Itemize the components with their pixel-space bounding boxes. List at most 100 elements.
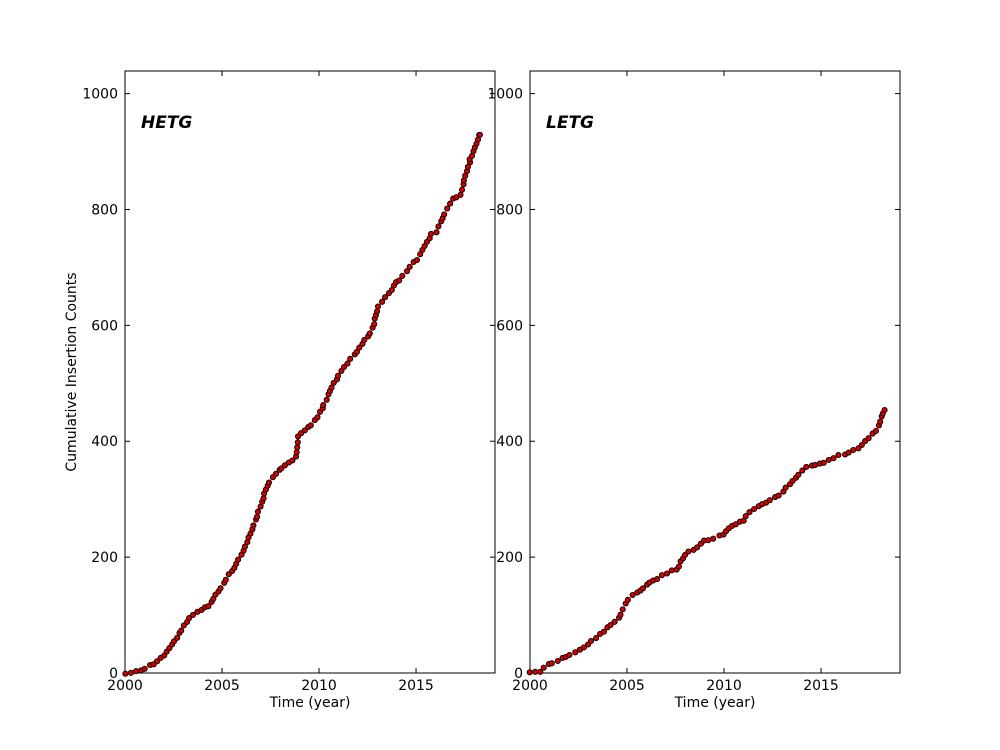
data-point	[458, 186, 466, 193]
x-tick-label: 2000	[512, 678, 548, 694]
data-point	[799, 467, 806, 474]
data-point	[732, 521, 739, 528]
data-point	[122, 670, 129, 677]
axes-frame	[124, 70, 496, 674]
y-tick-label: 200	[496, 550, 523, 566]
data-point	[668, 567, 675, 574]
data-point	[307, 422, 314, 429]
hetg-panel-label: HETG	[141, 113, 193, 133]
data-point	[222, 576, 229, 583]
data-point	[178, 627, 185, 634]
hetg-axes: 2000 2005 2010 2015 0 200 400 600 800 1000	[82, 70, 496, 694]
data-point	[379, 298, 386, 305]
data-point	[835, 451, 842, 459]
data-point	[705, 537, 712, 544]
data-point	[154, 658, 161, 665]
data-point	[250, 522, 257, 529]
y-tick-label: 0	[109, 666, 118, 682]
data-point	[742, 513, 749, 520]
data-point	[127, 669, 134, 676]
y-tick-label: 400	[91, 434, 118, 450]
data-point	[607, 621, 614, 629]
data-point	[619, 606, 626, 613]
data-point	[803, 463, 810, 470]
data-point	[629, 591, 636, 599]
data-point	[314, 414, 321, 421]
data-point	[654, 576, 661, 583]
data-point	[254, 508, 261, 515]
data-point	[580, 644, 587, 651]
data-point	[427, 230, 435, 237]
data-point	[396, 277, 403, 284]
data-point	[399, 272, 406, 279]
data-point	[850, 446, 857, 454]
letg-points	[526, 406, 888, 676]
data-point	[444, 205, 451, 212]
data-point	[205, 603, 212, 610]
data-point	[820, 459, 827, 466]
x-tick-label: 2010	[301, 678, 337, 694]
data-point	[587, 637, 595, 645]
data-point	[356, 344, 363, 351]
data-point	[217, 585, 224, 592]
letg-panel-label: LETG	[546, 113, 594, 133]
yaxis-title: Cumulative Insertion Counts	[64, 272, 80, 472]
y-tick-label: 1000	[487, 87, 523, 103]
data-point	[289, 457, 296, 464]
y-tick-label: 800	[496, 202, 523, 218]
data-point	[320, 402, 327, 409]
data-point	[406, 263, 413, 270]
data-point	[830, 455, 837, 462]
x-tick-label: 2015	[398, 678, 434, 694]
x-tick-label: 2015	[803, 678, 839, 694]
data-point	[366, 330, 373, 337]
data-point	[611, 618, 618, 625]
data-point	[540, 664, 547, 671]
y-tick-label: 0	[514, 666, 523, 682]
data-point	[526, 669, 533, 676]
data-point	[403, 268, 411, 275]
data-point	[617, 611, 624, 618]
data-point	[663, 570, 671, 577]
data-point	[624, 596, 631, 603]
data-point	[548, 660, 555, 667]
data-point	[371, 321, 378, 328]
data-point	[447, 200, 454, 207]
data-point	[554, 657, 561, 665]
data-point	[685, 548, 692, 555]
data-point	[254, 513, 261, 520]
data-point	[572, 649, 579, 656]
data-point	[433, 229, 440, 236]
data-point	[265, 479, 273, 486]
data-point	[600, 628, 607, 635]
y-tick-label: 200	[91, 550, 118, 566]
data-point	[293, 449, 300, 456]
letg-axes: 2000 2005 2010 2015 0 200 400 600 800 1000	[487, 70, 901, 694]
data-point	[658, 572, 665, 579]
data-point	[435, 223, 442, 230]
data-point	[566, 651, 573, 659]
x-tick-label: 2005	[204, 678, 240, 694]
data-point	[476, 131, 483, 138]
y-tick-label: 800	[91, 202, 118, 218]
data-point	[241, 543, 248, 550]
data-point	[746, 509, 753, 516]
data-point	[235, 556, 242, 563]
x-tick-label: 2005	[609, 678, 645, 694]
hetg-xaxis-title: Time (year)	[269, 695, 351, 711]
axes-frame	[529, 70, 901, 674]
data-point	[281, 462, 288, 469]
data-point	[441, 211, 448, 218]
data-point	[186, 615, 193, 622]
letg-xaxis-title: Time (year)	[674, 695, 756, 711]
y-tick-label: 400	[496, 434, 523, 450]
data-point	[323, 396, 330, 403]
data-point	[766, 497, 773, 504]
data-point	[374, 303, 382, 310]
data-point	[382, 294, 389, 301]
data-point	[775, 492, 782, 499]
y-tick-label: 600	[496, 318, 523, 334]
data-point	[334, 372, 342, 379]
data-point	[174, 634, 181, 641]
